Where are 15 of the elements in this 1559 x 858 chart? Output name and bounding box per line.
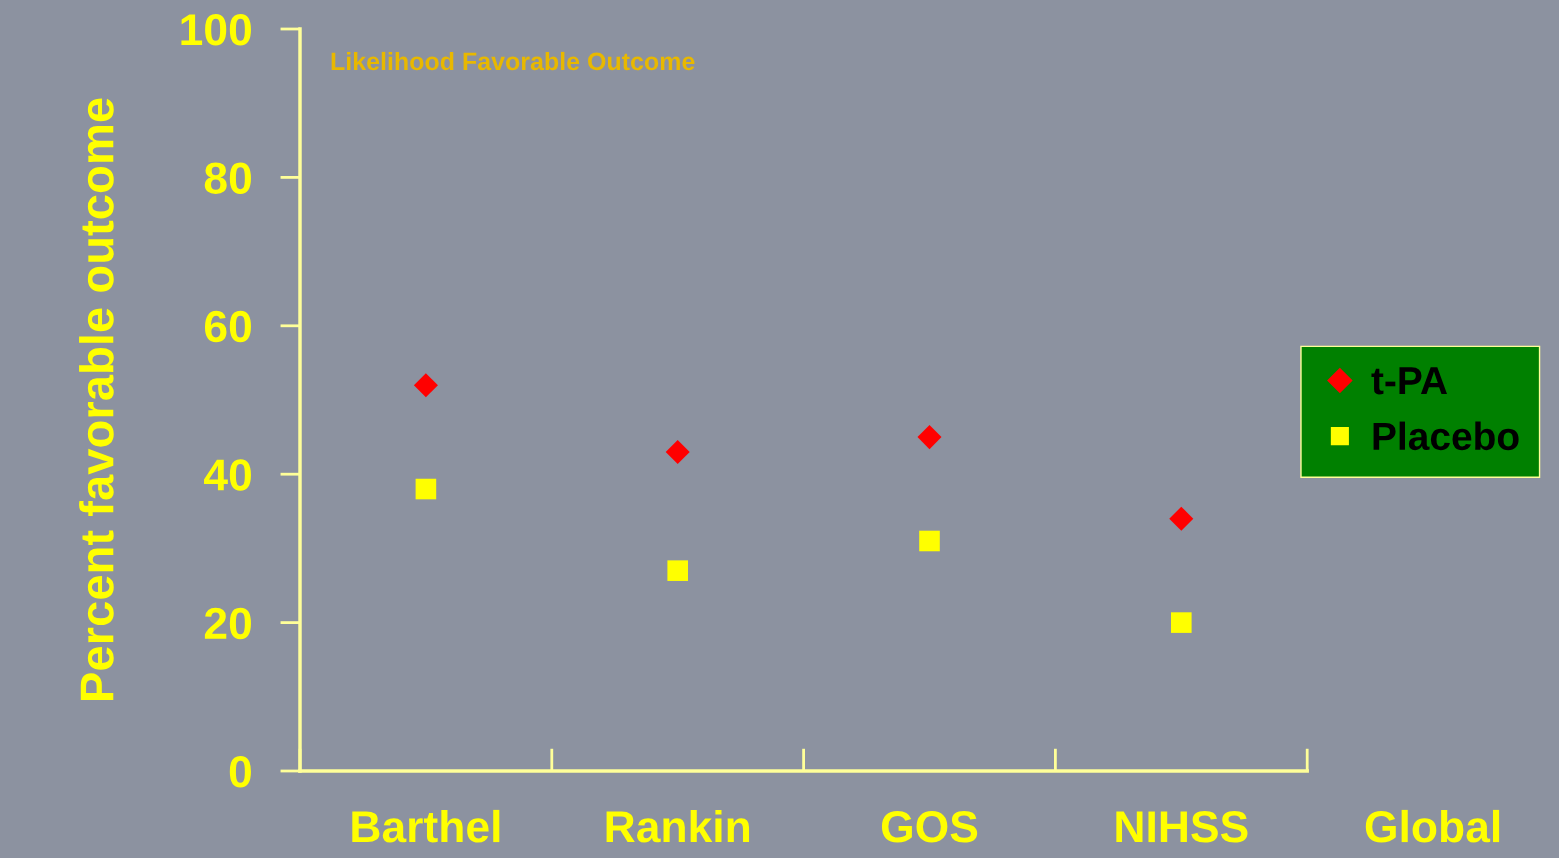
y-tick-label: 80 [204,162,251,194]
y-tick-label: 40 [204,459,251,491]
x-tick-label: Rankin [606,809,750,843]
y-tick-label: 20 [204,607,251,640]
y-axis-title: Percent favorable outcome [79,98,114,700]
legend-label: Placebo [1373,421,1519,451]
x-tick-label: Global [1365,809,1500,843]
x-tick-label: NIHSS [1116,811,1248,843]
y-tick-label: 0 [229,756,251,788]
y-tick-label: 60 [204,310,251,343]
annotation: Likelihood Favorable Outcome [331,51,695,71]
x-tick-label: Barthel [352,809,500,843]
legend-label: t-PA [1371,367,1448,395]
x-tick-label: GOS [881,811,978,843]
y-tick-label: 100 [181,14,251,46]
